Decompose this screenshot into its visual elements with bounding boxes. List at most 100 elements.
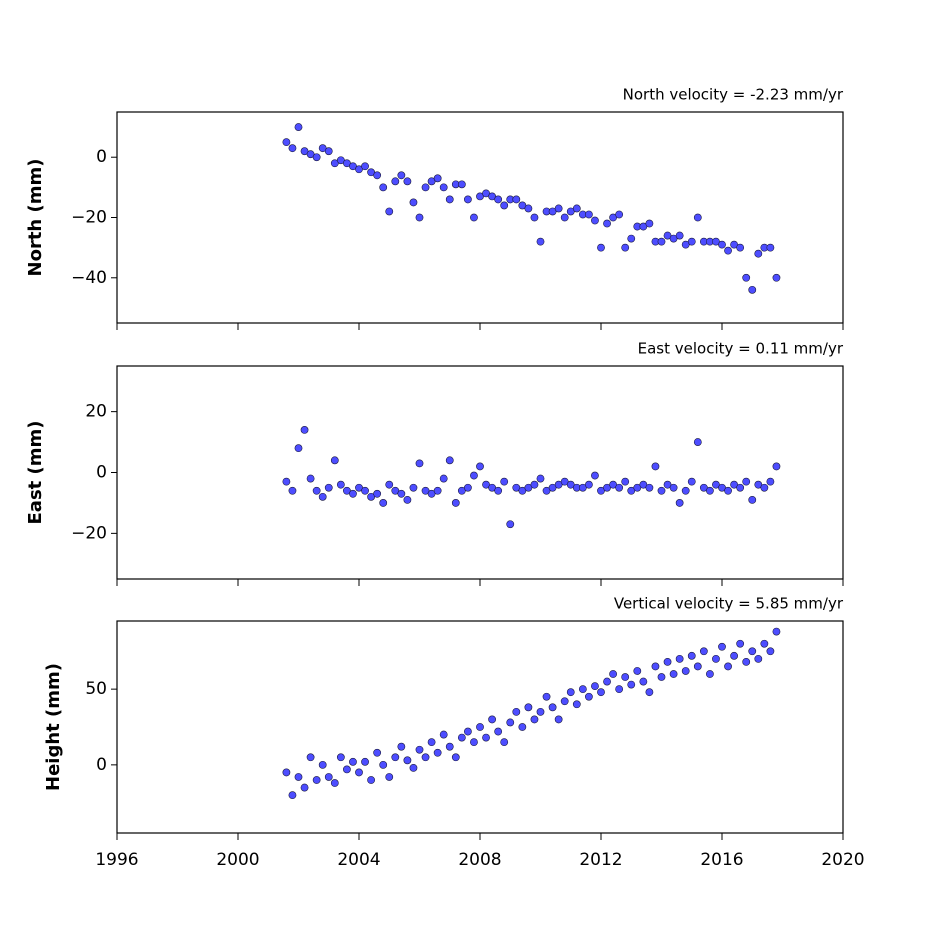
- point: [706, 486, 714, 495]
- x-tick-label: 2012: [579, 850, 622, 870]
- point: [294, 444, 303, 453]
- plot-frame: [116, 365, 844, 580]
- point: [645, 688, 654, 697]
- point: [439, 183, 448, 192]
- point: [560, 477, 569, 486]
- point: [748, 285, 757, 294]
- point: [542, 692, 551, 701]
- point: [669, 483, 678, 492]
- point: [470, 213, 478, 222]
- point: [766, 243, 775, 252]
- point: [349, 757, 357, 766]
- point: [433, 174, 442, 183]
- point: [730, 651, 738, 660]
- point: [427, 489, 436, 498]
- point: [294, 773, 303, 781]
- point: [687, 651, 696, 660]
- point: [373, 171, 382, 180]
- point: [445, 742, 454, 751]
- point: [597, 486, 605, 495]
- point: [367, 776, 375, 784]
- point: [609, 670, 617, 678]
- point: [506, 520, 515, 529]
- point: [663, 657, 672, 666]
- point: [633, 667, 642, 675]
- point: [342, 765, 351, 774]
- point: [536, 474, 545, 483]
- point: [463, 483, 472, 492]
- point: [397, 742, 406, 751]
- point: [554, 204, 563, 213]
- point: [530, 480, 539, 489]
- point: [457, 486, 466, 495]
- point: [766, 647, 775, 656]
- point: [367, 492, 375, 501]
- point: [621, 673, 630, 681]
- point: [730, 480, 738, 489]
- y-tick-label: 50: [85, 679, 107, 699]
- point: [609, 480, 617, 489]
- point: [585, 480, 593, 489]
- point: [724, 486, 732, 495]
- point: [288, 486, 297, 495]
- point: [687, 237, 696, 246]
- point: [506, 718, 515, 727]
- point: [379, 499, 388, 507]
- point: [330, 456, 339, 465]
- point: [409, 763, 418, 772]
- point: [675, 654, 684, 663]
- point: [457, 733, 466, 742]
- point: [385, 773, 394, 781]
- point: [524, 204, 533, 213]
- point: [379, 760, 388, 769]
- point: [597, 243, 605, 252]
- point: [500, 477, 509, 486]
- point: [451, 499, 460, 507]
- point: [409, 483, 418, 492]
- point: [754, 654, 763, 663]
- point: [524, 703, 533, 712]
- point: [754, 249, 763, 258]
- point: [361, 162, 369, 171]
- point: [536, 707, 545, 716]
- point: [657, 237, 666, 246]
- point: [760, 639, 769, 648]
- x-tick-label: 2004: [337, 850, 380, 870]
- y-tick-label: −20: [71, 523, 107, 543]
- point: [712, 480, 720, 489]
- point: [457, 180, 466, 189]
- point: [427, 738, 436, 747]
- point: [748, 495, 757, 504]
- point: [488, 715, 496, 724]
- point: [760, 483, 769, 492]
- point: [318, 760, 327, 769]
- point: [349, 489, 357, 498]
- point: [524, 483, 533, 492]
- point: [463, 727, 472, 736]
- point: [560, 697, 569, 706]
- panel: North velocity = -2.23 mm/yr North (mm) −4…: [25, 86, 844, 330]
- point: [373, 748, 382, 757]
- point: [627, 680, 636, 689]
- point: [718, 642, 726, 651]
- point: [663, 480, 672, 489]
- point: [403, 495, 412, 504]
- panel-title: North velocity = -2.23 mm/yr: [623, 86, 844, 104]
- point: [433, 486, 442, 495]
- panel: East velocity = 0.11 mm/yr East (mm) −20 0 2…: [25, 340, 844, 586]
- point: [724, 246, 732, 255]
- point: [355, 483, 363, 492]
- panel: Vertical velocity = 5.85 mm/yr Height (mm…: [43, 595, 865, 871]
- point: [591, 471, 599, 480]
- point: [324, 483, 333, 492]
- point: [718, 240, 726, 249]
- point: [621, 477, 630, 486]
- point: [391, 177, 400, 186]
- point: [742, 273, 751, 282]
- point: [330, 779, 339, 787]
- point: [578, 685, 587, 694]
- point: [470, 738, 478, 747]
- point: [536, 237, 545, 246]
- point: [318, 492, 327, 501]
- point: [282, 477, 291, 486]
